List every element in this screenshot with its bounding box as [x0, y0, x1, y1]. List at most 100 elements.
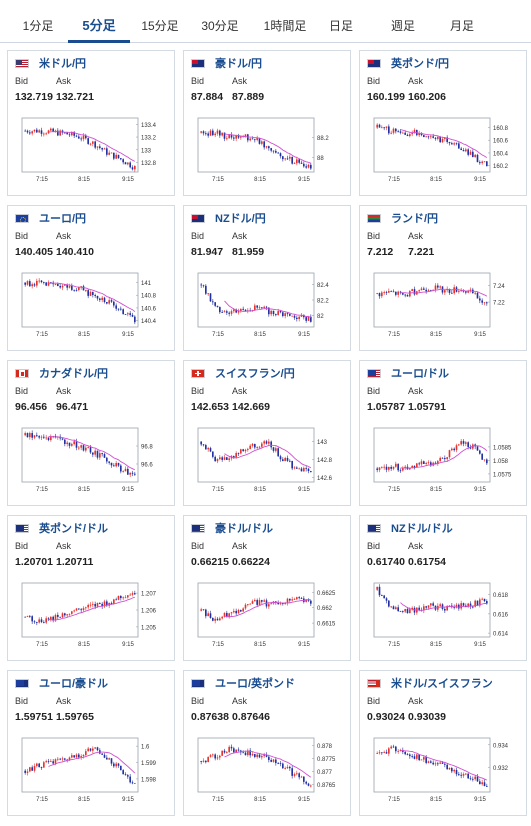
candle [96, 146, 99, 148]
candle [430, 603, 432, 606]
candle [82, 754, 85, 757]
rate-card[interactable]: 米ドル/円 Bid Ask 132.719 132.721 133.4 133.2 133 13… [7, 50, 175, 196]
chart-area[interactable]: 0.6625 0.662 0.6615 7:15 8:15 9:15 [184, 574, 352, 662]
candle [110, 152, 113, 154]
tab-4[interactable]: 30分足 [201, 19, 239, 33]
currency-pair-link[interactable]: NZドル/ドル [391, 523, 453, 535]
chart-area[interactable]: 0.878 0.8775 0.877 0.8765 7:15 8:15 9:15 [184, 729, 352, 817]
currency-pair-link[interactable]: 英ポンド/円 [391, 58, 450, 70]
candle [235, 135, 237, 139]
currency-pair-link[interactable]: 豪ドル/円 [215, 58, 263, 70]
tab-6[interactable]: 日足 [328, 19, 353, 33]
rate-card[interactable]: ユーロ/円 Bid Ask 140.405 140.410 141 140.8 140.6 14… [7, 205, 175, 351]
candle [258, 600, 261, 605]
candle [214, 754, 216, 759]
currency-pair-link[interactable]: ランド/円 [391, 213, 439, 225]
chart-area[interactable]: 160.8 160.6 160.4 160.2 7:15 8:15 9:15 [360, 109, 528, 197]
rate-card[interactable]: カナダドル/円 Bid Ask 96.456 96.471 96.8 96.6 7:15 8:1… [7, 360, 175, 506]
candle [36, 763, 38, 767]
candle [430, 136, 432, 138]
chart-area[interactable]: 0.618 0.616 0.614 7:15 8:15 9:15 [360, 574, 528, 662]
candle [284, 768, 286, 769]
chart-area[interactable]: 143 142.8 142.6 7:15 8:15 9:15 [184, 419, 352, 507]
candle [214, 618, 216, 621]
candle [307, 783, 310, 786]
candle [437, 285, 439, 288]
candle [284, 313, 286, 317]
bid-label: Bid [367, 386, 381, 396]
rate-card[interactable]: 豪ドル/ドル Bid Ask 0.66215 0.66224 0.6625 0.662 0.6… [183, 515, 351, 661]
candle [409, 467, 411, 470]
tab-2[interactable]: 5分足 [68, 0, 130, 43]
currency-pair-link[interactable]: スイスフラン/円 [215, 368, 295, 380]
candle [127, 162, 129, 165]
rate-card[interactable]: NZドル/ドル Bid Ask 0.61740 0.61754 0.618 0.616 0.6… [359, 515, 527, 661]
chart-area[interactable]: 0.934 0.932 7:15 8:15 9:15 [360, 729, 528, 817]
x-tick-label: 9:15 [122, 487, 134, 493]
chart-area[interactable]: 1.207 1.206 1.205 7:15 8:15 9:15 [8, 574, 176, 662]
candle [376, 468, 378, 470]
currency-pair-link[interactable]: 英ポンド/ドル [39, 523, 109, 535]
candle [82, 135, 85, 140]
currency-pair-link[interactable]: NZドル/円 [215, 213, 266, 225]
candle [75, 608, 78, 611]
currency-pair-link[interactable]: カナダドル/円 [39, 368, 109, 380]
tab-8[interactable]: 月足 [449, 19, 474, 33]
currency-pair-link[interactable]: ユーロ/英ポンド [215, 678, 296, 690]
y-tick-label: 0.878 [317, 744, 333, 750]
candle [71, 755, 73, 758]
rate-card[interactable]: ユーロ/英ポンド Bid Ask 0.87638 0.87646 0.878 0.8775 0… [183, 670, 351, 816]
candle [388, 466, 390, 470]
candle [388, 748, 390, 754]
y-tick-label: 160.6 [493, 139, 509, 145]
rate-card[interactable]: ユーロ/ドル Bid Ask 1.05787 1.05791 1.0585 1.058 1.0… [359, 360, 527, 506]
tab-1[interactable]: 1分足 [22, 19, 54, 33]
chart-area[interactable]: 7.24 7.22 7:15 8:15 9:15 [360, 264, 528, 352]
chart-area[interactable]: 96.8 96.6 7:15 8:15 9:15 [8, 419, 176, 507]
candle [395, 291, 397, 295]
chart-frame [21, 427, 139, 483]
currency-pair-link[interactable]: ユーロ/豪ドル [39, 678, 109, 690]
currency-pair-link[interactable]: 米ドル/スイスフラン [391, 678, 493, 690]
bid-value: 81.947 [191, 246, 224, 258]
bid-value: 1.59751 [15, 711, 53, 723]
candle [233, 456, 235, 458]
candle [413, 465, 416, 468]
candle [254, 600, 256, 602]
chart-area[interactable]: 1.0585 1.058 1.0575 7:15 8:15 9:15 [360, 419, 528, 507]
rate-card[interactable]: 英ポンド/円 Bid Ask 160.199 160.206 160.8 160.6 160.… [359, 50, 527, 196]
candle [474, 600, 476, 607]
chart-area[interactable]: 133.4 133.2 133 132.8 7:15 8:15 9:15 [8, 109, 176, 197]
rate-card[interactable]: 米ドル/スイスフラン Bid Ask 0.93024 0.93039 0.934 0.932… [359, 670, 527, 816]
tab-7[interactable]: 週足 [390, 19, 415, 33]
rate-card[interactable]: スイスフラン/円 Bid Ask 142.653 142.669 143 142.8 142.… [183, 360, 351, 506]
candle [383, 752, 385, 753]
rate-card[interactable]: 英ポンド/ドル Bid Ask 1.20701 1.20711 1.207 1.206 1.2… [7, 515, 175, 661]
candle [66, 284, 68, 288]
currency-pair-link[interactable]: ユーロ/ドル [391, 368, 450, 380]
rate-card[interactable]: NZドル/円 Bid Ask 81.947 81.959 82.4 82.2 82 7:15 8:… [183, 205, 351, 351]
moving-average-line [224, 133, 311, 164]
rate-card[interactable]: 豪ドル/円 Bid Ask 87.884 87.889 88.2 88 7:15 8:15 9:1… [183, 50, 351, 196]
tab-3[interactable]: 15分足 [141, 19, 179, 33]
candle [120, 308, 122, 310]
candle [117, 154, 120, 159]
rate-card[interactable]: ユーロ/豪ドル Bid Ask 1.59751 1.59765 1.6 1.599 1.598… [7, 670, 175, 816]
currency-pair-link[interactable]: 豪ドル/ドル [215, 523, 274, 535]
candle [108, 461, 110, 463]
chart-area[interactable]: 141 140.8 140.6 140.4 7:15 8:15 9:15 [8, 264, 176, 352]
chart-area[interactable]: 88.2 88 7:15 8:15 9:15 [184, 109, 352, 197]
currency-pair-link[interactable]: 米ドル/円 [39, 58, 87, 70]
candle [444, 458, 446, 460]
chart-area[interactable]: 82.4 82.2 82 7:15 8:15 9:15 [184, 264, 352, 352]
currency-pair-link[interactable]: ユーロ/円 [39, 213, 87, 225]
candle [270, 310, 272, 315]
candle [82, 608, 85, 611]
tab-5[interactable]: 1時間足 [263, 19, 307, 33]
candle [59, 285, 61, 288]
x-tick-label: 7:15 [388, 487, 400, 493]
rate-card[interactable]: ランド/円 Bid Ask 7.212 7.221 7.24 7.22 7:15 8:15 9:1… [359, 205, 527, 351]
bid-value: 96.456 [15, 401, 48, 413]
candle [38, 280, 40, 282]
chart-area[interactable]: 1.6 1.599 1.598 7:15 8:15 9:15 [8, 729, 176, 817]
